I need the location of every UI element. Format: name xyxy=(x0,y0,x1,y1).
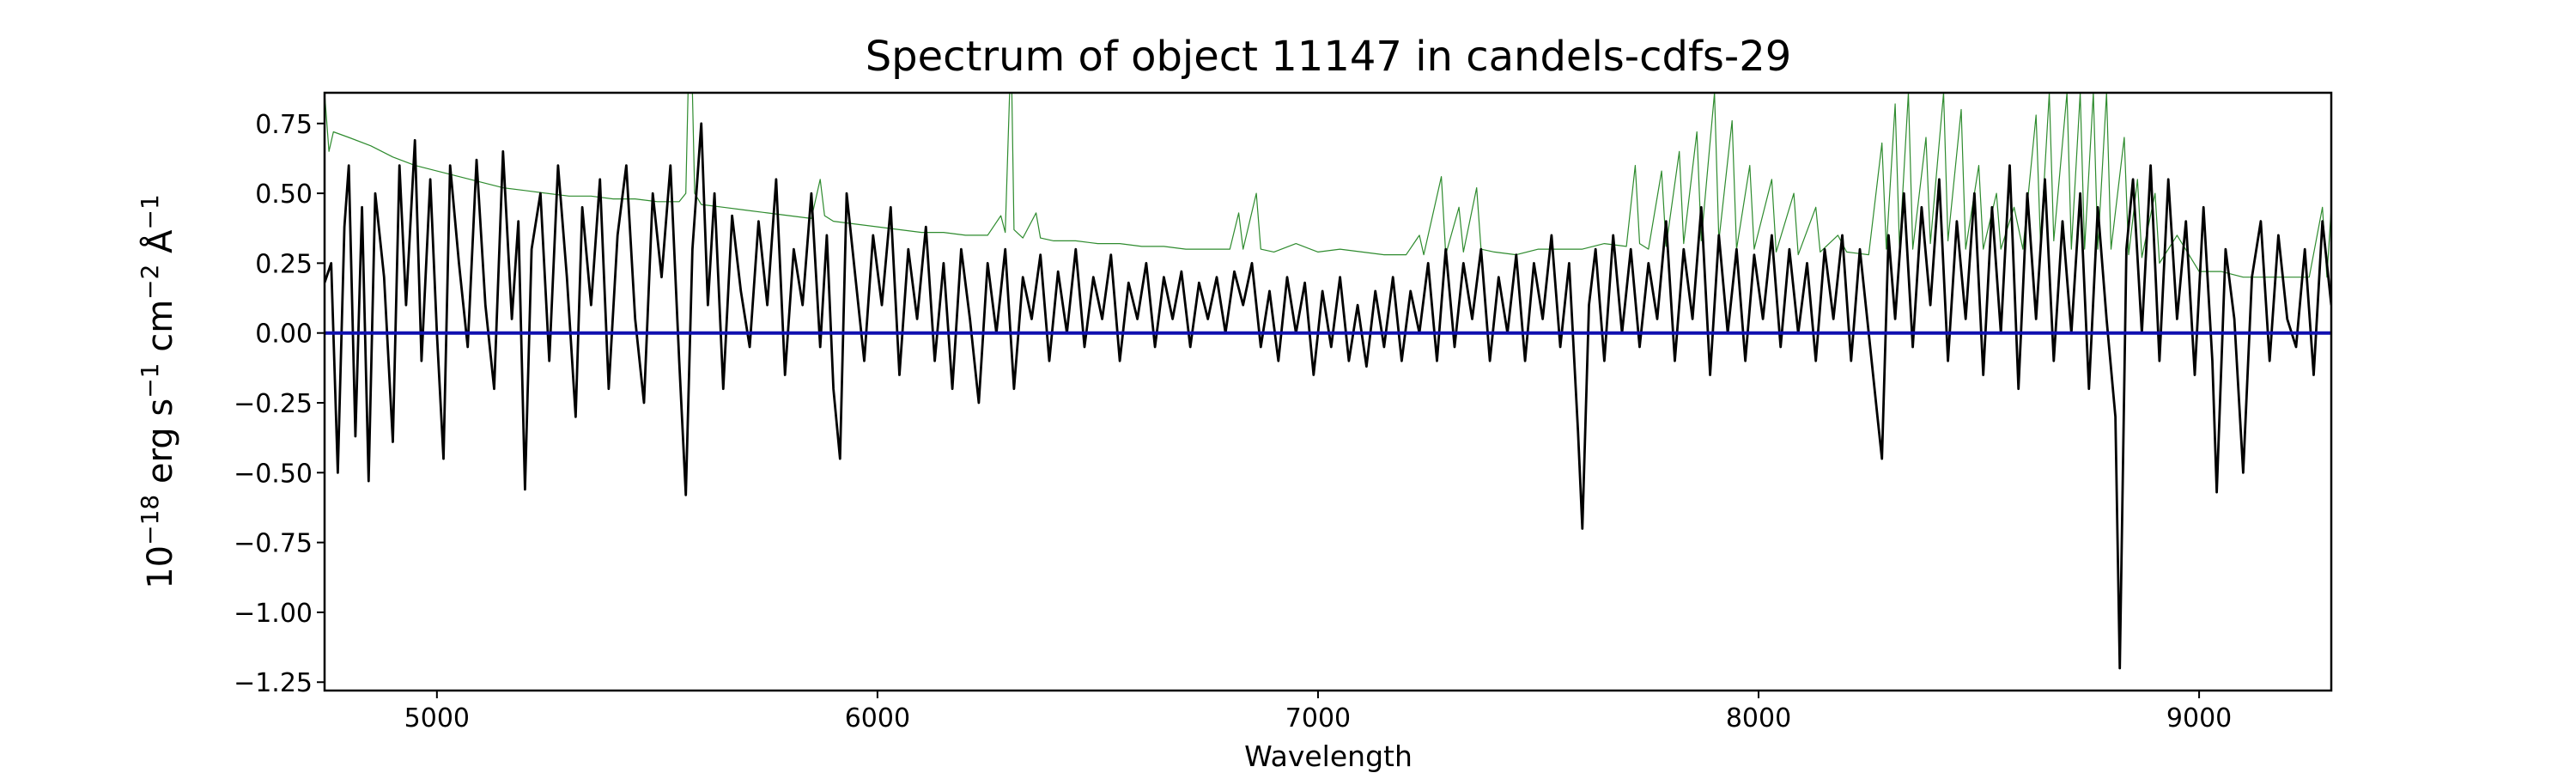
chart-title: Spectrum of object 11147 in candels-cdfs… xyxy=(866,33,1792,81)
y-label-unit-cm: cm xyxy=(141,300,180,363)
y-label-exp-cm: −2 xyxy=(136,265,164,300)
y-axis-label: 10−18 erg s−1 cm−2 Å−1 xyxy=(136,194,180,589)
y-axis: 0.75 0.50 0.25 0.00 −0.25 −0.50 −0.75 −1.00 −1.2… xyxy=(234,110,325,698)
x-tick-label: 5000 xyxy=(404,703,470,733)
y-label-base: 10 xyxy=(141,545,180,589)
x-tick-label: 7000 xyxy=(1285,703,1351,733)
flux-line xyxy=(325,122,2331,670)
y-tick-label: −0.50 xyxy=(234,459,313,489)
plot-frame xyxy=(323,91,2333,692)
y-label-unit-erg: erg s xyxy=(141,399,180,495)
y-label-unit-a: Å xyxy=(139,229,180,265)
x-tick-label: 6000 xyxy=(845,703,910,733)
y-tick-label: 0.50 xyxy=(255,180,313,210)
x-axis-label: Wavelength xyxy=(1244,740,1413,773)
y-label-exp-a: −1 xyxy=(136,194,164,229)
x-tick-label: 8000 xyxy=(1726,703,1791,733)
y-label-exp-scale: −18 xyxy=(136,495,164,545)
y-tick-label: −1.25 xyxy=(234,668,313,698)
x-axis: 5000 6000 7000 8000 9000 xyxy=(404,691,2232,733)
y-tick-label: −0.75 xyxy=(234,529,313,559)
x-tick-label: 9000 xyxy=(2166,703,2232,733)
error-line xyxy=(325,93,2331,278)
y-tick-label: 0.00 xyxy=(255,320,313,350)
y-tick-label: −0.25 xyxy=(234,389,313,419)
y-tick-label: 0.75 xyxy=(255,110,313,140)
y-tick-label: 0.25 xyxy=(255,249,313,279)
y-tick-label: −1.00 xyxy=(234,599,313,629)
y-label-exp-s: −1 xyxy=(136,363,164,399)
series-layer xyxy=(325,93,2331,670)
